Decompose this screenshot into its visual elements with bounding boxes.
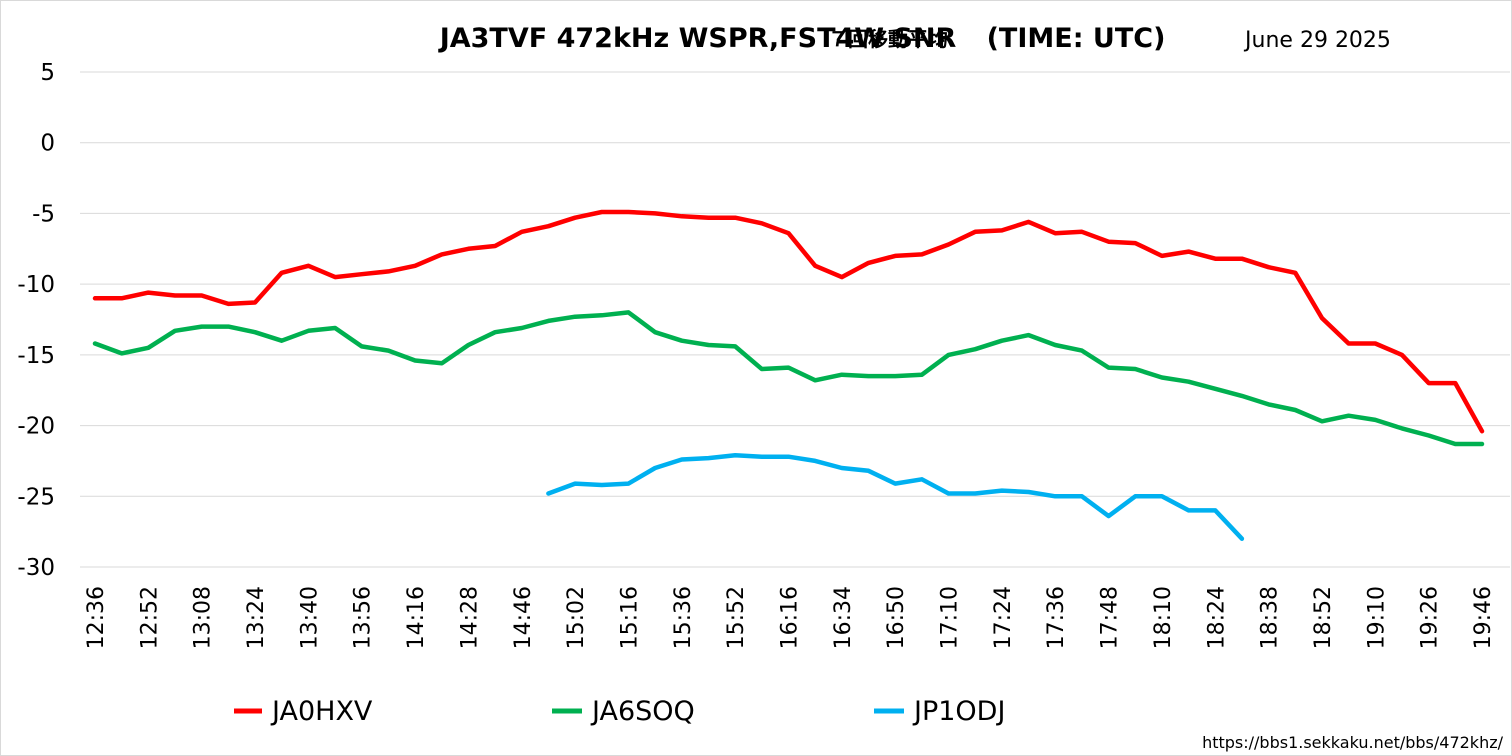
legend-item-ja6soq: JA6SOQ bbox=[552, 696, 695, 727]
legend: JA0HXV JA6SOQ JP1ODJ bbox=[234, 696, 1005, 727]
y-tick-label: 0 bbox=[40, 131, 55, 157]
x-tick-label: 16:16 bbox=[778, 586, 803, 649]
legend-item-ja0hxv: JA0HXV bbox=[234, 696, 373, 727]
series-line-jp1odj bbox=[546, 453, 1245, 541]
x-tick-label: 16:50 bbox=[884, 586, 909, 649]
x-tick-label: 14:46 bbox=[511, 586, 536, 649]
x-tick-label: 18:10 bbox=[1151, 586, 1176, 649]
x-tick-label: 14:16 bbox=[404, 586, 429, 649]
chart-title-jp: ７回移動平均 bbox=[828, 27, 948, 51]
series-lines bbox=[92, 209, 1485, 541]
series-line-ja6soq bbox=[92, 310, 1485, 447]
y-tick-label: 5 bbox=[40, 60, 55, 86]
gridlines bbox=[80, 71, 1510, 568]
x-tick-label: 18:52 bbox=[1311, 586, 1336, 649]
legend-label-jp1odj: JP1ODJ bbox=[912, 696, 1005, 727]
x-tick-label: 18:38 bbox=[1258, 586, 1283, 649]
x-tick-label: 17:24 bbox=[991, 586, 1016, 649]
y-tick-label: -15 bbox=[17, 343, 55, 369]
legend-item-jp1odj: JP1ODJ bbox=[874, 696, 1005, 727]
x-tick-label: 17:48 bbox=[1098, 586, 1123, 649]
chart-date: June 29 2025 bbox=[1243, 28, 1391, 53]
y-tick-label: -25 bbox=[17, 484, 55, 510]
y-tick-label: -30 bbox=[17, 555, 55, 581]
source-url[interactable]: https://bbs1.sekkaku.net/bbs/472khz/ bbox=[1202, 733, 1504, 752]
x-tick-label: 15:16 bbox=[617, 586, 642, 649]
chart-title: JA3TVF 472kHz WSPR,FST4W SNR bbox=[438, 23, 957, 54]
x-tick-label: 13:56 bbox=[351, 586, 376, 649]
y-tick-label: -5 bbox=[32, 201, 55, 227]
y-tick-label: -20 bbox=[17, 414, 55, 440]
x-tick-label: 13:08 bbox=[191, 586, 216, 649]
x-tick-label: 13:24 bbox=[244, 586, 269, 649]
series-line-ja0hxv bbox=[92, 209, 1485, 434]
x-tick-label: 14:28 bbox=[457, 586, 482, 649]
y-tick-label: -10 bbox=[17, 272, 55, 298]
x-tick-label: 15:02 bbox=[564, 586, 589, 649]
x-tick-label: 12:36 bbox=[84, 586, 109, 649]
x-axis-ticks: 12:36 12:52 13:08 13:24 13:40 13:56 14:16 14:28… bbox=[84, 586, 1496, 649]
x-tick-label: 17:10 bbox=[938, 586, 963, 649]
x-tick-label: 15:52 bbox=[724, 586, 749, 649]
x-tick-label: 19:46 bbox=[1471, 586, 1496, 649]
x-tick-label: 17:36 bbox=[1044, 586, 1069, 649]
x-tick-label: 13:40 bbox=[297, 586, 322, 649]
legend-label-ja6soq: JA6SOQ bbox=[590, 696, 695, 727]
x-tick-label: 19:26 bbox=[1418, 586, 1443, 649]
x-tick-label: 18:24 bbox=[1204, 586, 1229, 649]
legend-label-ja0hxv: JA0HXV bbox=[270, 696, 373, 727]
y-axis-ticks: 5 0 -5 -10 -15 -20 -25 -30 bbox=[17, 60, 55, 581]
x-tick-label: 16:34 bbox=[831, 586, 856, 649]
x-tick-label: 12:52 bbox=[137, 586, 162, 649]
x-tick-label: 19:10 bbox=[1364, 586, 1389, 649]
x-tick-label: 15:36 bbox=[671, 586, 696, 649]
chart-title-suffix: (TIME: UTC) bbox=[987, 23, 1166, 54]
